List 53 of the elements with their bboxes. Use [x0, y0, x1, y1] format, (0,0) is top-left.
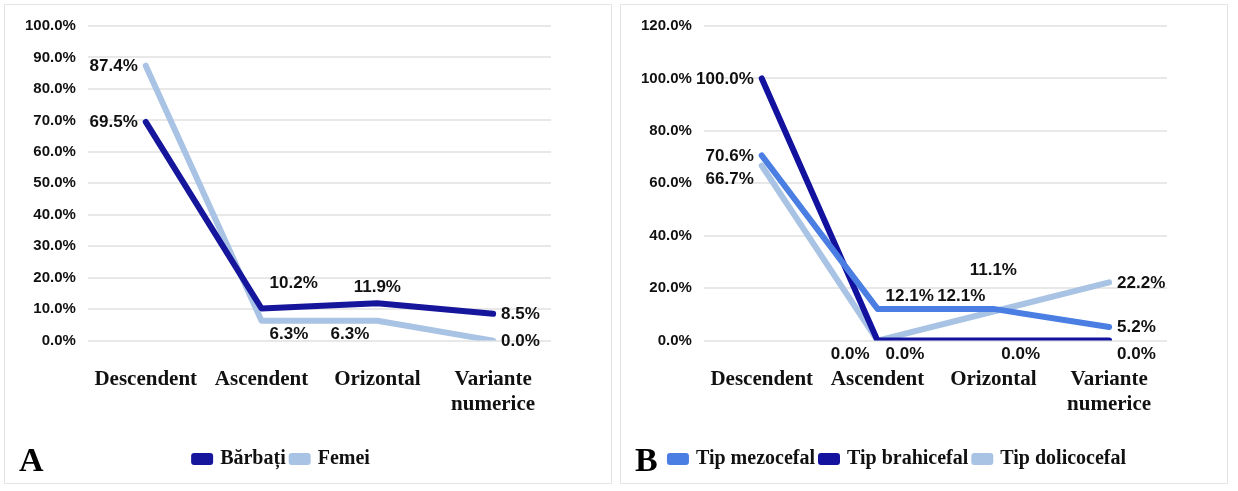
y-tick-label: 0.0% [41, 330, 76, 348]
x-tick-label: Ascendent [214, 365, 309, 390]
x-tick-label: Descendent [94, 365, 198, 390]
y-tick-label: 80.0% [33, 79, 76, 97]
y-tick-label: 30.0% [33, 236, 76, 254]
data-label: 12.1% [937, 286, 986, 306]
x-tick-label: Descendent [710, 365, 814, 390]
x-tick-label: Ascendent [830, 365, 925, 390]
y-tick-label: 120.0% [641, 16, 692, 34]
data-label: 0.0% [1001, 343, 1041, 363]
y-tick-label: 10.0% [33, 299, 76, 317]
data-label: 87.4% [89, 55, 138, 75]
x-tick-label: Orizontal [334, 365, 421, 390]
data-label: 100.0% [696, 68, 754, 88]
y-tick-label: 60.0% [649, 173, 692, 191]
data-label: 11.9% [353, 277, 401, 297]
data-label: 11.1% [969, 259, 1017, 279]
y-tick-label: 40.0% [649, 225, 692, 243]
data-label: 12.1% [885, 286, 934, 306]
y-tick-label: 50.0% [33, 173, 76, 191]
y-tick-label: 100.0% [641, 68, 692, 86]
text: B [635, 440, 658, 478]
y-tick-label: 20.0% [649, 278, 692, 296]
data-label: 0.0% [885, 343, 925, 363]
y-tick-label: 20.0% [33, 267, 76, 285]
y-tick-label: 100.0% [25, 16, 76, 34]
data-label: 8.5% [501, 304, 540, 324]
y-tick-label: 80.0% [649, 121, 692, 139]
data-label: 66.7% [705, 168, 754, 188]
x-tick-label: Variante numerice [451, 365, 536, 415]
data-label: 6.3% [330, 323, 370, 343]
text: A [19, 440, 44, 478]
data-label: 10.2% [269, 272, 318, 292]
legend-label: Tip dolicocefal [1000, 446, 1127, 470]
data-label: 70.6% [705, 145, 754, 165]
x-tick-label: Orizontal [950, 365, 1037, 390]
data-label: 0.0% [830, 343, 870, 363]
legend-label: Bărbați [220, 446, 287, 471]
data-label: 22.2% [1117, 272, 1166, 292]
y-tick-label: 40.0% [33, 204, 76, 222]
data-label: 6.3% [269, 323, 309, 343]
data-label: 0.0% [1117, 343, 1156, 363]
y-tick-label: 90.0% [33, 47, 76, 65]
legend-label: Tip mezocefal [695, 446, 816, 470]
data-label: 5.2% [1117, 317, 1156, 337]
y-tick-label: 0.0% [657, 330, 692, 348]
data-label: 0.0% [501, 330, 540, 350]
y-tick-label: 70.0% [33, 110, 76, 128]
legend-label: Tip brahicefal [847, 446, 969, 470]
legend-label: Femei [317, 446, 371, 469]
x-tick-label: Variante numerice [1067, 365, 1152, 415]
y-tick-label: 60.0% [33, 141, 76, 159]
data-label: 69.5% [89, 112, 138, 132]
